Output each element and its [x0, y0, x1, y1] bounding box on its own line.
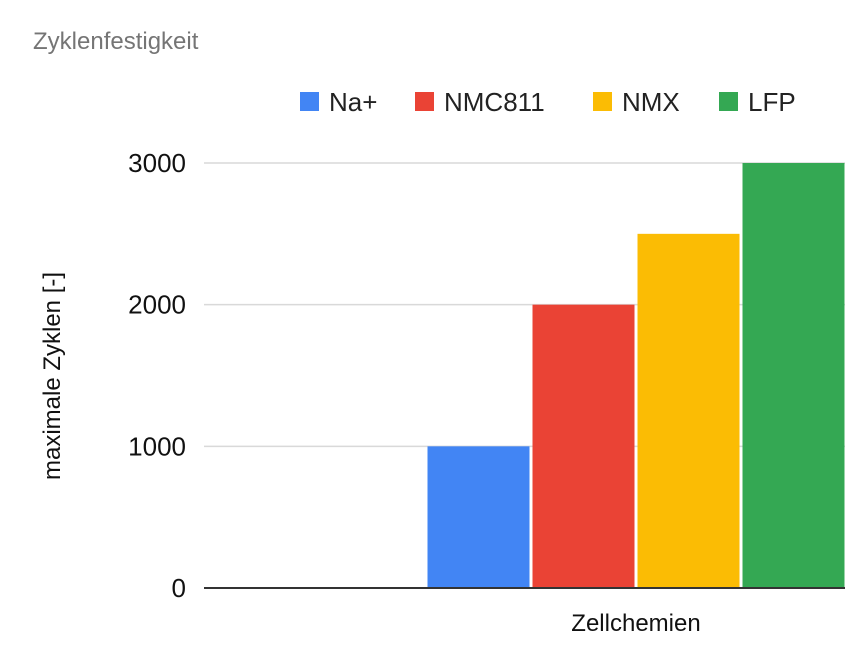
legend: Na+ NMC811 NMX LFP [300, 87, 796, 117]
bar-na [427, 446, 530, 588]
y-tick-label: 1000 [128, 431, 186, 461]
legend-label: NMX [622, 87, 680, 117]
bar-nmx [637, 233, 740, 589]
y-axis-title: maximale Zyklen [-] [39, 272, 66, 480]
bars [427, 163, 845, 589]
chart-title: Zyklenfestigkeit [33, 28, 199, 55]
bar-nmc811 [532, 304, 635, 588]
y-tick-label: 2000 [128, 290, 186, 320]
legend-label: LFP [748, 87, 796, 117]
legend-label: Na+ [329, 87, 377, 117]
legend-swatch [300, 92, 319, 111]
y-tick-label: 3000 [128, 148, 186, 178]
legend-swatch [415, 92, 434, 111]
y-tick-label: 0 [172, 573, 186, 603]
x-axis-title: Zellchemien [571, 610, 700, 637]
y-tick-labels: 0 1000 2000 3000 [128, 148, 186, 603]
bar-lfp [742, 163, 845, 588]
legend-label: NMC811 [444, 87, 545, 117]
legend-swatch [719, 92, 738, 111]
legend-swatch [593, 92, 612, 111]
